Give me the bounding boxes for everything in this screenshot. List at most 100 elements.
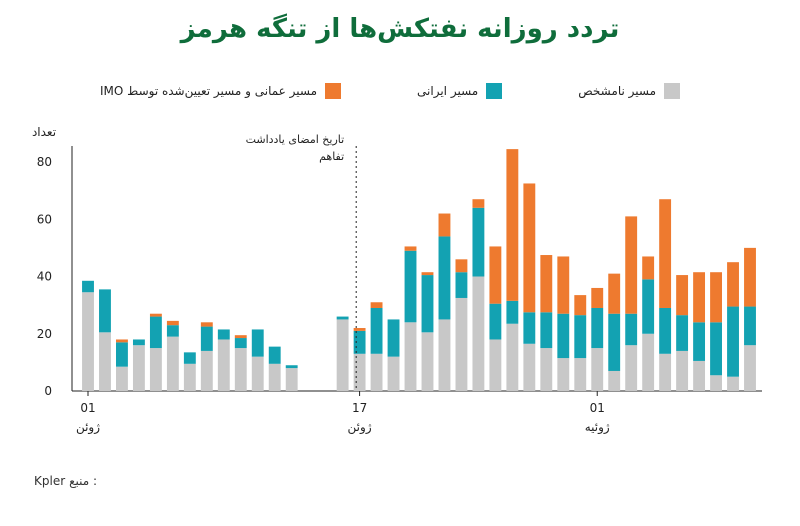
- bar-segment-unknown: [166, 336, 179, 391]
- x-tick-month: ژوئن: [348, 420, 372, 435]
- bar-segment-omani-imo: [200, 322, 213, 327]
- bar-segment-omani-imo: [625, 216, 638, 314]
- bar-segment-iranian: [506, 300, 519, 324]
- bar-segment-iranian: [404, 250, 417, 323]
- bar-segment-iranian: [387, 319, 400, 357]
- bar-segment-iranian: [659, 307, 672, 354]
- legend-label-unknown: مسیر نامشخص: [578, 84, 656, 98]
- bar-segment-unknown: [455, 297, 468, 391]
- bar-segment-iranian: [455, 272, 468, 298]
- legend-swatch-omani-imo: [325, 83, 342, 99]
- bar-segment-iranian: [370, 307, 383, 354]
- bar-segment-unknown: [149, 348, 162, 391]
- chart-legend: مسیر نامشخص مسیر ایرانی مسیر عمانی و مسی…: [100, 78, 680, 104]
- bar-segment-omani-imo: [455, 259, 468, 273]
- bar-segment-unknown: [200, 350, 213, 391]
- bar-segment-iranian: [438, 236, 451, 320]
- bar-segment-iranian: [591, 307, 604, 349]
- bar-segment-iranian: [82, 280, 94, 293]
- bar-segment-omani-imo: [370, 302, 383, 308]
- bar-segment-iranian: [149, 316, 162, 349]
- chart-title: تردد روزانه نفتکش‌ها از تنگه هرمز: [180, 14, 620, 44]
- bar-segment-unknown: [659, 353, 672, 391]
- bar-segment-omani-imo: [149, 313, 162, 317]
- bar-segment-iranian: [625, 313, 638, 346]
- bar-segment-iranian: [166, 325, 179, 337]
- bar-segment-omani-imo: [557, 256, 570, 314]
- bar-segment-unknown: [506, 323, 519, 391]
- bar-segment-omani-imo: [591, 287, 604, 308]
- bar-segment-omani-imo: [404, 246, 417, 251]
- bar-segment-unknown: [336, 319, 349, 391]
- bar-segment-unknown: [387, 356, 400, 391]
- bar-segment-unknown: [727, 376, 739, 391]
- bar-segment-unknown: [370, 353, 383, 391]
- bar-segment-omani-imo: [693, 272, 706, 323]
- bar-segment-omani-imo: [659, 199, 672, 308]
- source-credit: Kpler منبع :: [34, 474, 101, 488]
- x-tick-day: 17: [352, 401, 367, 415]
- x-tick-day: 01: [80, 401, 95, 415]
- bar-segment-omani-imo: [608, 273, 621, 314]
- bar-segment-unknown: [608, 370, 621, 391]
- bar-segment-unknown: [574, 358, 587, 391]
- x-tick-month: ژوئیه: [585, 420, 610, 435]
- bar-segment-iranian: [285, 365, 298, 369]
- bar-segment-unknown: [268, 363, 281, 391]
- x-tick-month: ژوئن: [76, 420, 100, 435]
- bar-segment-unknown: [217, 339, 230, 391]
- bar-segment-unknown: [438, 319, 451, 391]
- bar-segment-omani-imo: [540, 255, 553, 313]
- bar-segment-unknown: [353, 353, 366, 391]
- bar-segment-unknown: [693, 360, 706, 391]
- bar-segment-iranian: [523, 312, 536, 344]
- bar-segment-omani-imo: [642, 256, 655, 280]
- y-tick-label: 0: [44, 384, 52, 398]
- bar-segment-omani-imo: [676, 275, 689, 316]
- bar-segment-iranian: [744, 306, 756, 346]
- bar-segment-iranian: [489, 303, 502, 340]
- y-tick-label: 80: [37, 155, 52, 169]
- bar-segment-unknown: [116, 366, 128, 391]
- bar-segment-unknown: [234, 348, 247, 391]
- bar-segment-iranian: [132, 339, 145, 346]
- bar-segment-iranian: [693, 322, 706, 361]
- bar-segment-iranian: [540, 312, 553, 349]
- bar-segment-unknown: [285, 368, 298, 391]
- bar-segment-unknown: [540, 348, 553, 391]
- legend-label-iranian: مسیر ایرانی: [417, 84, 479, 98]
- bar-segment-unknown: [676, 350, 689, 391]
- bar-segment-unknown: [625, 345, 638, 391]
- y-tick-label: 20: [37, 327, 52, 341]
- bar-segment-iranian: [116, 342, 128, 367]
- y-tick-label: 40: [37, 270, 52, 284]
- bar-segment-iranian: [251, 329, 264, 357]
- bar-segment-iranian: [268, 346, 281, 364]
- legend-swatch-unknown: [664, 83, 680, 99]
- bar-segment-iranian: [642, 279, 655, 334]
- bar-segment-iranian: [557, 313, 570, 359]
- bar-segment-omani-imo: [421, 272, 434, 276]
- bar-segment-iranian: [336, 316, 349, 320]
- bar-segment-unknown: [404, 322, 417, 391]
- bar-segment-unknown: [183, 363, 196, 391]
- bar-segment-omani-imo: [506, 149, 519, 301]
- bar-segment-unknown: [591, 348, 604, 391]
- bar-segment-iranian: [727, 306, 739, 377]
- bar-segment-unknown: [523, 343, 536, 391]
- annotation-text: تفاهم: [319, 150, 344, 163]
- bar-segment-omani-imo: [523, 183, 536, 313]
- bar-segment-iranian: [183, 352, 196, 364]
- bar-segment-omani-imo: [438, 213, 451, 237]
- bar-segment-unknown: [489, 339, 502, 391]
- bar-segment-unknown: [557, 358, 570, 391]
- annotation-text: تاریخ امضای یادداشت: [246, 133, 345, 146]
- bar-segment-omani-imo: [353, 328, 366, 331]
- bar-segment-omani-imo: [489, 246, 502, 304]
- legend-item-iranian: مسیر ایرانی: [417, 83, 503, 99]
- bar-segment-omani-imo: [744, 247, 756, 307]
- bar-segment-iranian: [200, 326, 213, 351]
- bar-segment-unknown: [132, 345, 145, 391]
